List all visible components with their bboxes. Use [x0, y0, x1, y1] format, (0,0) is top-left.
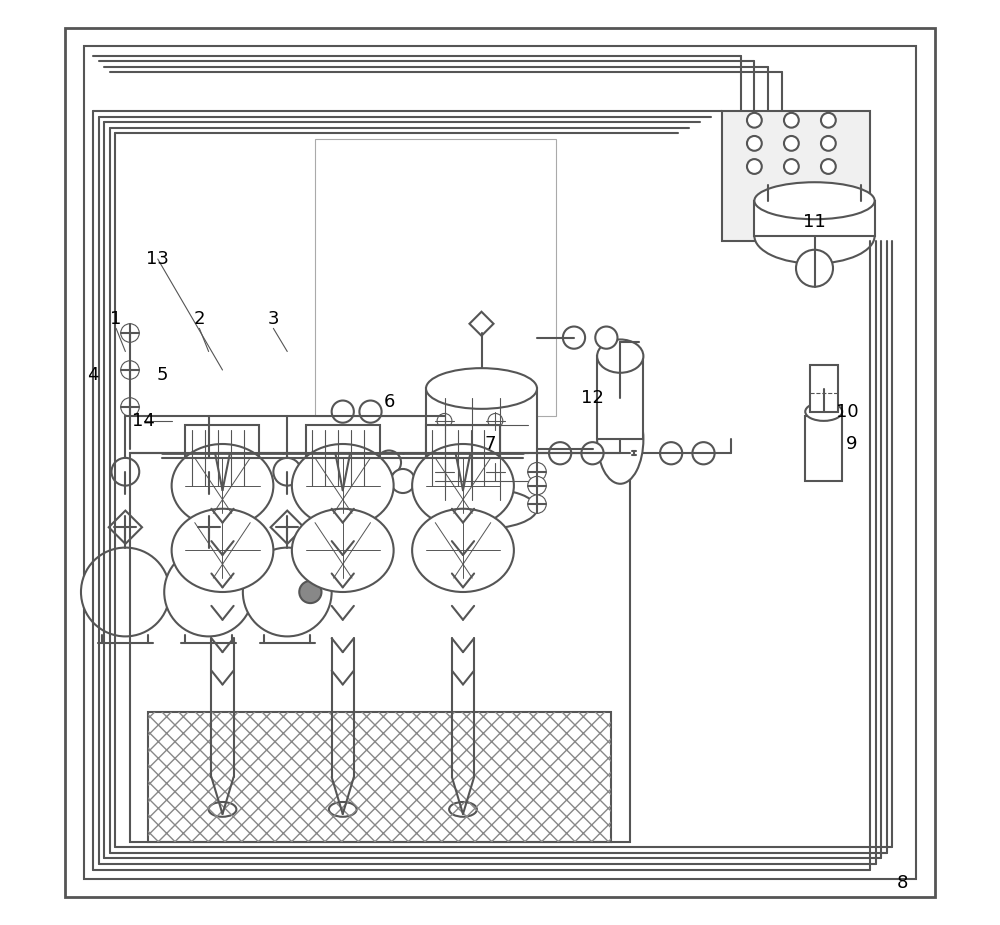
Circle shape [747, 159, 762, 174]
Ellipse shape [172, 509, 273, 592]
Polygon shape [469, 312, 494, 336]
Circle shape [243, 548, 332, 636]
Bar [148, 712, 611, 842]
Text: 7: 7 [485, 435, 496, 453]
Text: 1: 1 [110, 310, 122, 328]
Circle shape [747, 136, 762, 151]
Ellipse shape [754, 208, 875, 264]
Ellipse shape [813, 381, 835, 396]
Ellipse shape [449, 802, 477, 817]
Ellipse shape [805, 402, 842, 421]
Text: 9: 9 [846, 435, 857, 453]
Circle shape [299, 581, 321, 603]
Circle shape [273, 458, 301, 486]
Ellipse shape [597, 339, 643, 373]
Bar [722, 111, 870, 240]
Bar [185, 426, 259, 490]
Circle shape [528, 476, 546, 495]
Text: 8: 8 [897, 874, 908, 893]
Ellipse shape [426, 368, 537, 409]
Bar [315, 139, 556, 416]
Bar [426, 426, 500, 490]
Circle shape [488, 413, 503, 428]
Circle shape [437, 413, 452, 428]
Bar [597, 356, 643, 439]
Text: 4: 4 [87, 365, 99, 384]
Polygon shape [109, 511, 142, 544]
Circle shape [796, 250, 833, 287]
Circle shape [821, 113, 836, 128]
Text: 6: 6 [383, 393, 395, 412]
Bar [805, 416, 842, 481]
Bar [130, 453, 630, 842]
Bar [810, 365, 838, 412]
Text: 5: 5 [157, 365, 168, 384]
Circle shape [821, 136, 836, 151]
Ellipse shape [209, 802, 236, 817]
Ellipse shape [754, 182, 875, 219]
Bar [426, 388, 537, 509]
Ellipse shape [426, 488, 537, 529]
Circle shape [528, 462, 546, 481]
Bar [306, 426, 380, 490]
Circle shape [111, 458, 139, 486]
Circle shape [377, 450, 401, 475]
Circle shape [164, 548, 253, 636]
Ellipse shape [329, 802, 357, 817]
Ellipse shape [412, 444, 514, 527]
Ellipse shape [412, 509, 514, 592]
Circle shape [121, 324, 139, 342]
Ellipse shape [292, 509, 394, 592]
Circle shape [747, 113, 762, 128]
Circle shape [549, 442, 571, 464]
Text: 10: 10 [836, 402, 858, 421]
Circle shape [581, 442, 604, 464]
Circle shape [359, 401, 382, 423]
Circle shape [692, 442, 715, 464]
Circle shape [195, 458, 222, 486]
Circle shape [821, 159, 836, 174]
Text: 13: 13 [146, 250, 169, 268]
Circle shape [121, 398, 139, 416]
Circle shape [437, 464, 452, 479]
Text: 2: 2 [194, 310, 205, 328]
Circle shape [332, 401, 354, 423]
Ellipse shape [292, 444, 394, 527]
Circle shape [528, 495, 546, 513]
Circle shape [660, 442, 682, 464]
Ellipse shape [597, 395, 643, 484]
Circle shape [784, 113, 799, 128]
Circle shape [784, 136, 799, 151]
Text: 12: 12 [581, 388, 604, 407]
Circle shape [488, 464, 503, 479]
Text: 11: 11 [803, 213, 826, 231]
Bar [148, 712, 611, 842]
Circle shape [81, 548, 170, 636]
Circle shape [121, 361, 139, 379]
Text: 3: 3 [268, 310, 279, 328]
Circle shape [391, 469, 415, 493]
Circle shape [563, 327, 585, 349]
Polygon shape [271, 511, 304, 544]
Polygon shape [192, 511, 225, 544]
Circle shape [784, 159, 799, 174]
Text: 14: 14 [132, 412, 155, 430]
Bar [754, 201, 875, 236]
Ellipse shape [172, 444, 273, 527]
Circle shape [595, 327, 617, 349]
